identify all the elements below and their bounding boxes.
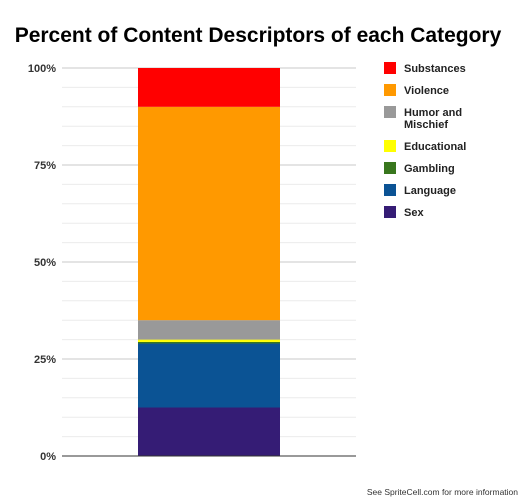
legend-label: Language	[404, 185, 456, 197]
bar-segment-gambling	[138, 341, 280, 344]
legend-label: Gambling	[404, 163, 455, 175]
y-tick-label: 50%	[34, 257, 56, 269]
legend-item-violence: Violence	[384, 84, 449, 97]
legend-label: Substances	[404, 63, 466, 75]
legend-swatch	[384, 184, 396, 196]
legend-swatch	[384, 140, 396, 152]
bar-segment-educational	[138, 339, 280, 342]
legend-swatch	[384, 84, 396, 96]
legend-label: Violence	[404, 85, 449, 97]
legend-label: Sex	[404, 207, 424, 219]
y-tick-label: 0%	[40, 451, 56, 463]
legend-swatch	[384, 106, 396, 118]
y-axis: 0% 25% 50% 75% 100%	[28, 63, 356, 463]
legend-item-educational: Educational	[384, 140, 466, 153]
bar-segment-humor-and-mischief	[138, 320, 280, 340]
bar-segment-violence	[138, 106, 280, 321]
bar-stack	[138, 68, 280, 456]
bar-segment-substances	[138, 68, 280, 107]
y-tick-label: 25%	[34, 354, 56, 366]
chart-title: Percent of Content Descriptors of each C…	[15, 24, 502, 47]
footer-note: See SpriteCell.com for more information	[367, 487, 518, 497]
legend-item-language: Language	[384, 184, 456, 197]
legend-swatch	[384, 206, 396, 218]
bar-segment-language	[138, 343, 280, 408]
legend-swatch	[384, 162, 396, 174]
y-tick-label: 75%	[34, 160, 56, 172]
legend-item-sex: Sex	[384, 206, 424, 219]
legend-item-substances: Substances	[384, 62, 466, 75]
bar-segment-sex	[138, 407, 280, 456]
legend: Substances Violence Humor and Mischief Educa…	[384, 62, 466, 219]
legend-label: Educational	[404, 141, 466, 153]
legend-item-gambling: Gambling	[384, 162, 455, 175]
y-tick-label: 100%	[28, 63, 56, 75]
legend-swatch	[384, 62, 396, 74]
legend-label: Humor and Mischief	[404, 107, 462, 131]
legend-item-humor-and-mischief: Humor and Mischief	[384, 106, 462, 131]
